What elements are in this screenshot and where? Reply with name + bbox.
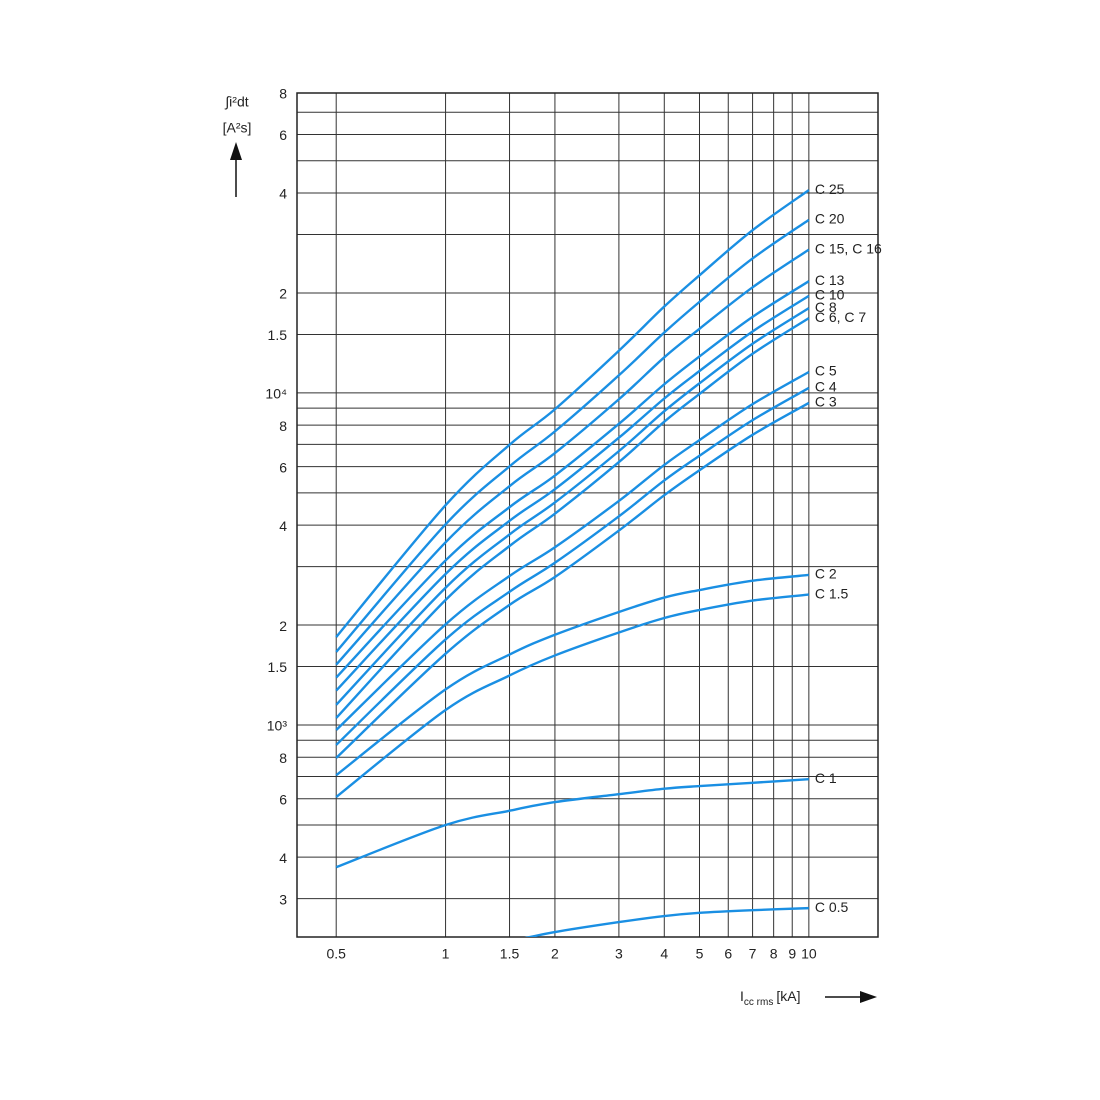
y-axis-label: ∫i²dt — [224, 94, 248, 110]
series-label: C 2 — [815, 566, 837, 582]
curve — [335, 317, 810, 719]
plot-lines — [335, 189, 810, 937]
x-tick-label: 10 — [801, 946, 817, 962]
curve — [335, 189, 810, 638]
y-tick-label: 10⁴ — [265, 386, 287, 402]
plot-frame — [296, 92, 879, 938]
x-tick-label: 0.5 — [326, 946, 346, 962]
series-label: C 15, C 16 — [815, 240, 882, 256]
y-tick-label: 1.5 — [268, 327, 288, 343]
x-label-main: I — [740, 988, 744, 1004]
y-tick-label: 4 — [279, 850, 287, 866]
y-tick-label: 6 — [279, 791, 287, 807]
curve — [335, 386, 810, 746]
curve — [335, 370, 810, 731]
series-label: C 5 — [815, 363, 837, 379]
y-tick-label: 3 — [279, 891, 287, 907]
curve — [335, 573, 809, 777]
x-tick-label: 4 — [660, 946, 668, 962]
y-tick-label: 4 — [279, 518, 287, 534]
y-tick-label: 2 — [279, 618, 287, 634]
series-label: C 1.5 — [815, 585, 849, 601]
series-label: C 10 — [815, 287, 845, 303]
x-tick-label: 1 — [442, 946, 450, 962]
x-tick-label: 3 — [615, 946, 623, 962]
series-label: C 13 — [815, 272, 845, 288]
x-tick-label: 8 — [770, 946, 778, 962]
series-label: C 20 — [815, 211, 845, 227]
y-arrow-head — [230, 142, 242, 160]
series-label: C 25 — [815, 181, 845, 197]
y-tick-label: 8 — [279, 750, 287, 766]
curve — [335, 218, 810, 653]
series-label: C 1 — [815, 770, 837, 786]
curve — [335, 248, 810, 666]
x-label-sub: cc rms — [744, 997, 773, 1008]
curve — [335, 777, 809, 869]
x-tick-label: 6 — [724, 946, 732, 962]
x-tick-label: 9 — [788, 946, 796, 962]
x-label-unit: [kA] — [776, 988, 800, 1004]
series-label: C 6, C 7 — [815, 309, 867, 325]
y-tick-label: 6 — [279, 127, 287, 143]
y-tick-label: 2 — [279, 286, 287, 302]
curve — [335, 401, 810, 759]
y-axis-unit: [A²s] — [223, 120, 252, 136]
series-label: C 8 — [815, 299, 837, 315]
x-axis-label: Icc rms [kA] — [740, 988, 800, 1008]
curve — [335, 307, 810, 706]
curve — [335, 593, 809, 798]
y-tick-label: 4 — [279, 186, 287, 202]
y-tick-label: 8 — [279, 86, 287, 102]
x-tick-label: 1.5 — [500, 946, 520, 962]
curve — [524, 906, 809, 937]
x-tick-label: 5 — [696, 946, 704, 962]
curve — [335, 280, 810, 679]
y-tick-label: 6 — [279, 459, 287, 475]
y-tick-label: 1.5 — [268, 659, 288, 675]
y-tick-label: 8 — [279, 418, 287, 434]
x-arrow-head — [860, 991, 877, 1003]
series-label: C 4 — [815, 379, 837, 395]
series-label: C 3 — [815, 394, 837, 410]
x-tick-label: 7 — [749, 946, 757, 962]
curve — [335, 294, 810, 692]
x-tick-label: 2 — [551, 946, 559, 962]
series-label: C 0.5 — [815, 899, 849, 915]
y-tick-label: 10³ — [267, 718, 288, 734]
